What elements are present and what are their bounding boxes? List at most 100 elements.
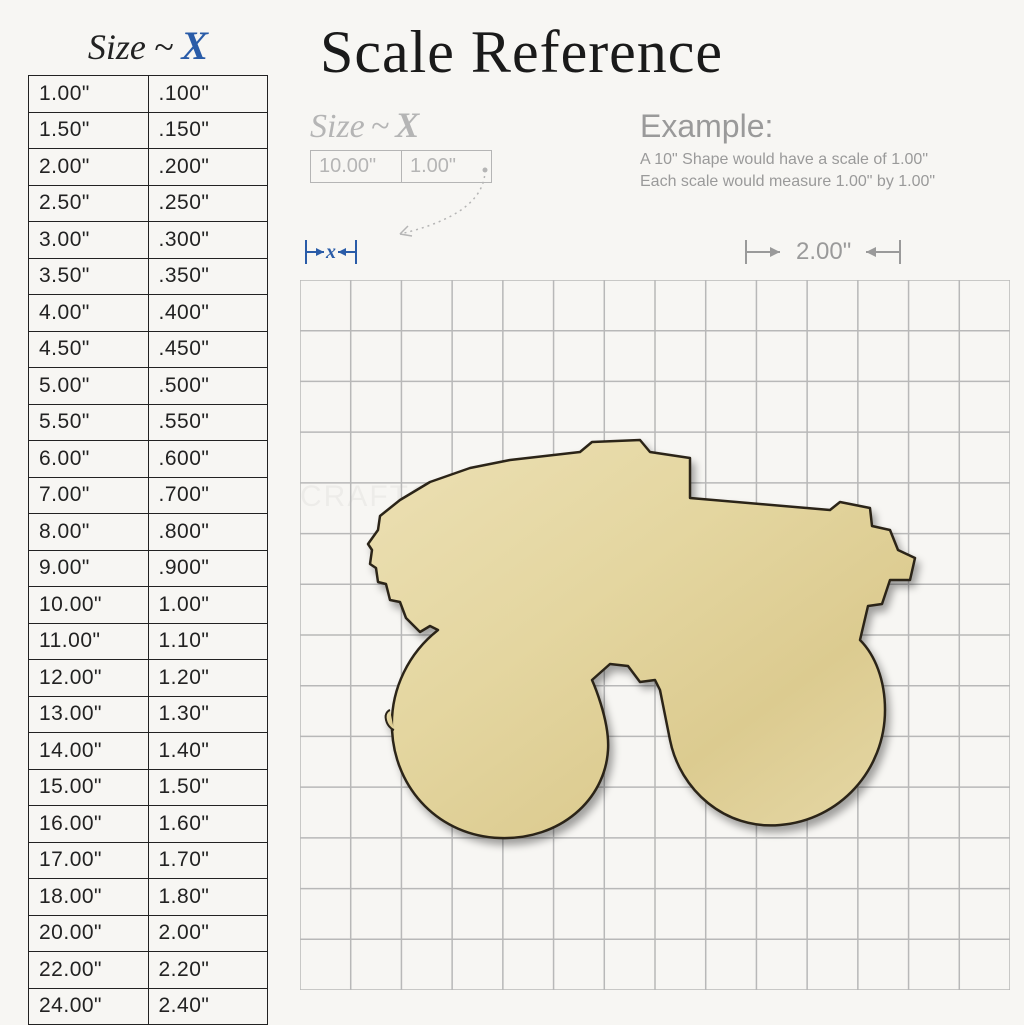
size-table: Size ~ X 1.00".100"1.50".150"2.00".200"2… bbox=[28, 22, 268, 1025]
size-sep: ~ bbox=[154, 26, 173, 68]
table-cell: .550" bbox=[148, 404, 268, 441]
table-cell: .400" bbox=[148, 295, 268, 332]
table-cell: 6.00" bbox=[29, 441, 149, 478]
table-cell: 8.00" bbox=[29, 514, 149, 551]
table-cell: 22.00" bbox=[29, 952, 149, 989]
table-cell: 1.80" bbox=[148, 879, 268, 916]
table-cell: 1.70" bbox=[148, 842, 268, 879]
table-cell: 17.00" bbox=[29, 842, 149, 879]
table-cell: 2.20" bbox=[148, 952, 268, 989]
table-cell: 1.60" bbox=[148, 806, 268, 843]
table-cell: .450" bbox=[148, 331, 268, 368]
table-cell: 1.50" bbox=[148, 769, 268, 806]
mini-key-sep: ~ bbox=[371, 108, 389, 146]
mini-key: Size ~ X 10.00" 1.00" bbox=[310, 104, 492, 183]
table-cell: 3.00" bbox=[29, 222, 149, 259]
table-cell: .700" bbox=[148, 477, 268, 514]
mini-key-label: Size bbox=[310, 108, 365, 146]
x-label: x bbox=[325, 241, 336, 263]
table-cell: 16.00" bbox=[29, 806, 149, 843]
table-cell: 1.30" bbox=[148, 696, 268, 733]
table-cell: 15.00" bbox=[29, 769, 149, 806]
table-cell: 4.00" bbox=[29, 295, 149, 332]
table-cell: 7.00" bbox=[29, 477, 149, 514]
table-row: 20.00"2.00" bbox=[29, 915, 268, 952]
table-row: 12.00"1.20" bbox=[29, 660, 268, 697]
table-row: 2.00".200" bbox=[29, 149, 268, 186]
table-cell: .600" bbox=[148, 441, 268, 478]
table-row: 7.00".700" bbox=[29, 477, 268, 514]
dotted-arrow-icon bbox=[390, 164, 590, 254]
table-row: 3.00".300" bbox=[29, 222, 268, 259]
table-cell: .200" bbox=[148, 149, 268, 186]
table-row: 24.00"2.40" bbox=[29, 988, 268, 1025]
table-cell: 1.40" bbox=[148, 733, 268, 770]
table-row: 8.00".800" bbox=[29, 514, 268, 551]
table-row: 11.00"1.10" bbox=[29, 623, 268, 660]
table-cell: 9.00" bbox=[29, 550, 149, 587]
table-cell: 4.50" bbox=[29, 331, 149, 368]
table-cell: .900" bbox=[148, 550, 268, 587]
table-row: 6.00".600" bbox=[29, 441, 268, 478]
dim2-label: 2.00" bbox=[796, 238, 851, 266]
monster-truck-shape bbox=[360, 430, 920, 850]
size-table-body: 1.00".100"1.50".150"2.00".200"2.50".250"… bbox=[28, 75, 268, 1025]
table-cell: 2.00" bbox=[148, 915, 268, 952]
table-cell: 2.50" bbox=[29, 185, 149, 222]
table-cell: 3.50" bbox=[29, 258, 149, 295]
mini-key-header: Size ~ X bbox=[310, 104, 492, 146]
table-row: 9.00".900" bbox=[29, 550, 268, 587]
table-cell: 10.00" bbox=[29, 587, 149, 624]
table-cell: 13.00" bbox=[29, 696, 149, 733]
table-row: 1.50".150" bbox=[29, 112, 268, 149]
mini-key-size: 10.00" bbox=[311, 151, 401, 182]
table-cell: 1.00" bbox=[148, 587, 268, 624]
table-row: 3.50".350" bbox=[29, 258, 268, 295]
table-row: 5.00".500" bbox=[29, 368, 268, 405]
table-cell: 20.00" bbox=[29, 915, 149, 952]
table-cell: 12.00" bbox=[29, 660, 149, 697]
table-cell: 1.50" bbox=[29, 112, 149, 149]
two-inch-dimension: 2.00" bbox=[740, 232, 940, 272]
table-cell: 5.00" bbox=[29, 368, 149, 405]
x-dimension-indicator: x bbox=[300, 232, 420, 272]
table-cell: 5.50" bbox=[29, 404, 149, 441]
table-row: 13.00"1.30" bbox=[29, 696, 268, 733]
table-row: 5.50".550" bbox=[29, 404, 268, 441]
size-x: X bbox=[181, 22, 208, 69]
table-cell: 18.00" bbox=[29, 879, 149, 916]
table-cell: .800" bbox=[148, 514, 268, 551]
table-row: 4.50".450" bbox=[29, 331, 268, 368]
table-row: 14.00"1.40" bbox=[29, 733, 268, 770]
mini-key-x: X bbox=[395, 104, 419, 146]
table-cell: 11.00" bbox=[29, 623, 149, 660]
size-table-header: Size ~ X bbox=[28, 22, 268, 69]
table-row: 17.00"1.70" bbox=[29, 842, 268, 879]
example-block: Example: A 10" Shape would have a scale … bbox=[640, 108, 935, 192]
table-cell: .100" bbox=[148, 76, 268, 113]
table-row: 1.00".100" bbox=[29, 76, 268, 113]
table-cell: .500" bbox=[148, 368, 268, 405]
table-row: 15.00"1.50" bbox=[29, 769, 268, 806]
page-title: Scale Reference bbox=[320, 18, 723, 87]
example-title: Example: bbox=[640, 108, 935, 145]
size-label: Size bbox=[88, 26, 146, 68]
table-cell: 2.00" bbox=[29, 149, 149, 186]
table-cell: 1.00" bbox=[29, 76, 149, 113]
table-cell: 24.00" bbox=[29, 988, 149, 1025]
table-row: 16.00"1.60" bbox=[29, 806, 268, 843]
example-line-1: A 10" Shape would have a scale of 1.00" bbox=[640, 149, 935, 171]
table-cell: 2.40" bbox=[148, 988, 268, 1025]
table-row: 18.00"1.80" bbox=[29, 879, 268, 916]
table-cell: 1.10" bbox=[148, 623, 268, 660]
table-cell: .350" bbox=[148, 258, 268, 295]
table-row: 2.50".250" bbox=[29, 185, 268, 222]
table-cell: 1.20" bbox=[148, 660, 268, 697]
table-row: 4.00".400" bbox=[29, 295, 268, 332]
table-row: 10.00"1.00" bbox=[29, 587, 268, 624]
example-line-2: Each scale would measure 1.00" by 1.00" bbox=[640, 171, 935, 193]
table-row: 22.00"2.20" bbox=[29, 952, 268, 989]
table-cell: 14.00" bbox=[29, 733, 149, 770]
table-cell: .250" bbox=[148, 185, 268, 222]
table-cell: .150" bbox=[148, 112, 268, 149]
